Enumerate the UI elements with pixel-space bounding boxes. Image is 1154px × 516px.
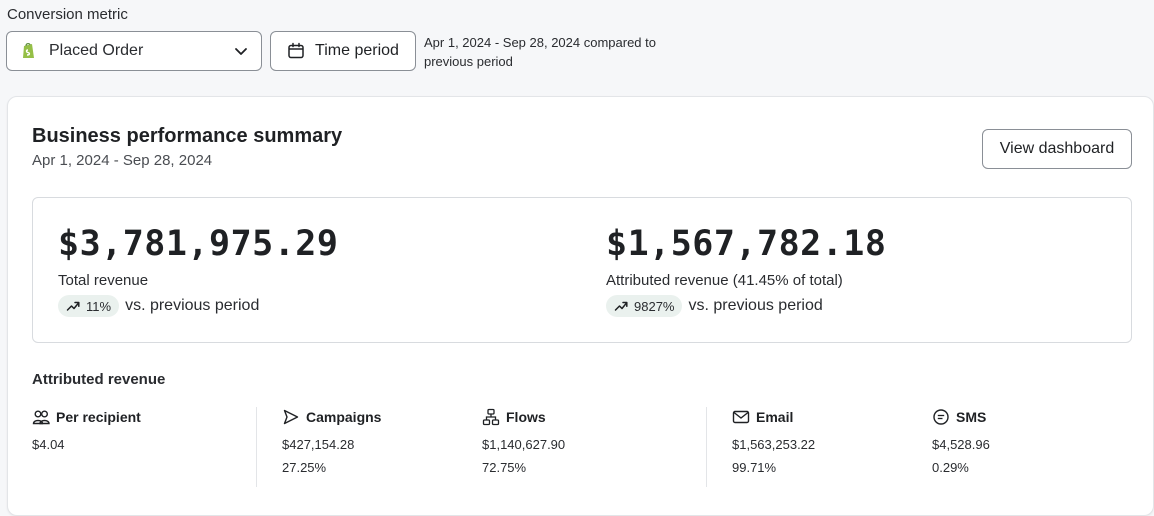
trend-value: 9827% — [634, 298, 675, 314]
conversion-metric-label: Conversion metric — [7, 6, 128, 23]
trend-comparison-text: vs. previous period — [688, 297, 823, 314]
metric-flows: Flows $1,140,627.90 72.75% — [482, 407, 565, 487]
attributed-revenue-trend: 9827% vs. previous period — [606, 295, 886, 317]
send-icon — [283, 409, 299, 425]
time-period-label: Time period — [315, 42, 399, 59]
metric-percent: 72.75% — [482, 460, 527, 475]
trend-badge: 9827% — [606, 295, 683, 317]
metric-email: Email $1,563,253.22 99.71% — [732, 407, 815, 487]
conversion-toolbar: Conversion metric Placed Order Time peri… — [0, 0, 1154, 96]
flow-icon — [482, 408, 500, 426]
calendar-icon — [288, 42, 304, 59]
comparison-range-text: Apr 1, 2024 - Sep 28, 2024 compared to p… — [424, 35, 656, 69]
email-icon — [732, 410, 750, 424]
total-revenue-value: $3,781,975.29 — [58, 224, 339, 264]
sms-icon — [933, 409, 949, 425]
total-revenue-trend: 11% vs. previous period — [58, 295, 338, 317]
metric-per-recipient: Per recipient $4.04 — [32, 407, 141, 487]
revenue-summary-box: $3,781,975.29 Total revenue 11% vs. prev… — [32, 197, 1132, 343]
metric-name: Per recipient — [56, 409, 141, 425]
card-title: Business performance summary — [32, 125, 343, 147]
metric-campaigns: Campaigns $427,154.28 27.25% — [282, 407, 381, 487]
total-revenue-label: Total revenue — [58, 272, 149, 289]
metric-value: $1,140,627.90 — [482, 437, 566, 452]
metric-name: Flows — [506, 409, 546, 425]
metric-percent: 27.25% — [282, 460, 327, 475]
time-period-button[interactable]: Time period — [270, 31, 416, 71]
attributed-revenue-kpi: $1,567,782.18 Attributed revenue (41.45%… — [606, 224, 886, 317]
metric-value: $1,563,253.22 — [732, 437, 816, 452]
card-date-range: Apr 1, 2024 - Sep 28, 2024 — [32, 152, 213, 169]
attributed-breakdown: Per recipient $4.04 Campaigns $427,154.2… — [32, 407, 1132, 487]
attributed-revenue-heading: Attributed revenue — [32, 371, 166, 388]
trend-value: 11% — [86, 298, 112, 314]
total-revenue-kpi: $3,781,975.29 Total revenue 11% vs. prev… — [58, 224, 338, 317]
view-dashboard-button[interactable]: View dashboard — [982, 129, 1132, 169]
trending-up-icon — [614, 301, 628, 311]
attributed-revenue-label: Attributed revenue (41.45% of total) — [606, 272, 843, 289]
trending-up-icon — [66, 301, 80, 311]
metric-value: $4,528.96 — [932, 437, 990, 452]
conversion-metric-value: Placed Order — [49, 42, 144, 59]
chevron-down-icon — [235, 48, 247, 55]
metric-percent: 0.29% — [932, 460, 969, 475]
shopify-icon — [23, 43, 34, 58]
attributed-revenue-value: $1,567,782.18 — [606, 224, 887, 264]
metric-percent: 99.71% — [732, 460, 777, 475]
trend-comparison-text: vs. previous period — [125, 297, 260, 314]
metric-value: $427,154.28 — [282, 437, 355, 452]
business-performance-card: Business performance summary Apr 1, 2024… — [7, 96, 1154, 516]
metric-name: Campaigns — [306, 409, 382, 425]
metric-name: SMS — [956, 409, 987, 425]
metric-sms: SMS $4,528.96 0.29% — [932, 407, 990, 487]
trend-badge: 11% — [58, 295, 120, 317]
metric-value: $4.04 — [32, 437, 65, 452]
column-divider — [706, 407, 707, 487]
metric-name: Email — [756, 409, 794, 425]
conversion-metric-select[interactable]: Placed Order — [6, 31, 262, 71]
column-divider — [256, 407, 257, 487]
people-icon — [32, 410, 50, 425]
